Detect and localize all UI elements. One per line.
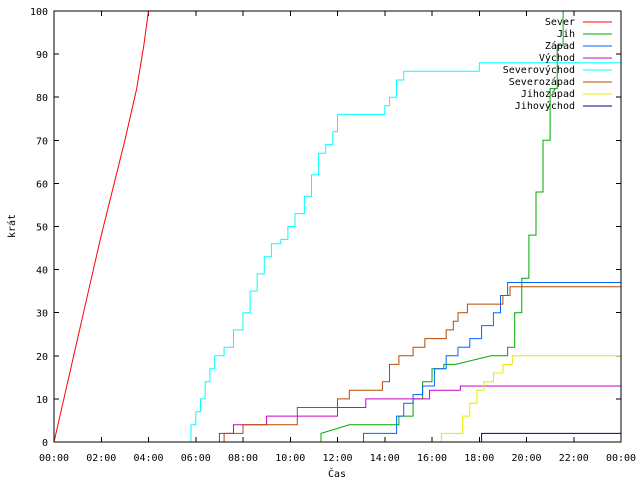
series-line-5 — [54, 62, 621, 443]
x-tick-label: 10:00 — [275, 453, 305, 464]
x-tick-label: 04:00 — [133, 453, 163, 464]
series-line-3 — [54, 282, 621, 443]
legend-label: Východ — [539, 52, 575, 64]
x-tick-label: 22:00 — [559, 453, 589, 464]
x-tick-label: 18:00 — [464, 453, 494, 464]
legend-label: Sever — [545, 17, 575, 28]
x-tick-label: 08:00 — [228, 453, 258, 464]
x-tick-label: 20:00 — [511, 453, 541, 464]
y-tick-label: 0 — [42, 438, 48, 449]
y-tick-label: 50 — [36, 223, 48, 234]
x-tick-label: 02:00 — [86, 453, 116, 464]
y-tick-label: 80 — [36, 93, 48, 104]
y-tick-label: 10 — [36, 395, 48, 406]
axis-ticks: 00:00 02:00 04:00 06:00 08:00 10:00 12:00 14:00… — [30, 7, 636, 464]
legend-label: Západ — [545, 40, 575, 52]
y-tick-label: 100 — [30, 7, 48, 18]
y-tick-label: 70 — [36, 136, 48, 147]
series-line-6 — [54, 286, 621, 443]
x-tick-label: 12:00 — [322, 453, 352, 464]
series-line-2 — [54, 11, 564, 443]
x-axis-label: Čas — [328, 467, 346, 480]
legend: SeverJihZápadVýchodSeverovýchodSeverozáp… — [503, 17, 612, 112]
legend-label: Severozápad — [509, 76, 575, 88]
x-tick-label: 00:00 — [39, 453, 69, 464]
x-tick-label: 06:00 — [181, 453, 211, 464]
series-line-7 — [54, 355, 621, 443]
y-tick-label: 90 — [36, 50, 48, 61]
y-tick-label: 20 — [36, 352, 48, 363]
legend-label: Jihozápad — [521, 88, 575, 100]
plot-frame — [53, 10, 622, 443]
y-axis-label: krát — [6, 214, 18, 238]
legend-label: Jihovýchod — [515, 100, 575, 112]
y-tick-label: 30 — [36, 309, 48, 320]
legend-label: Severovýchod — [503, 64, 575, 76]
legend-label: Jih — [557, 29, 575, 40]
x-tick-label: 16:00 — [417, 453, 447, 464]
y-tick-label: 40 — [36, 266, 48, 277]
y-tick-label: 60 — [36, 179, 48, 190]
series-line-1 — [53, 10, 149, 443]
x-tick-label: 14:00 — [370, 453, 400, 464]
x-tick-label: 00:00 — [606, 453, 636, 464]
